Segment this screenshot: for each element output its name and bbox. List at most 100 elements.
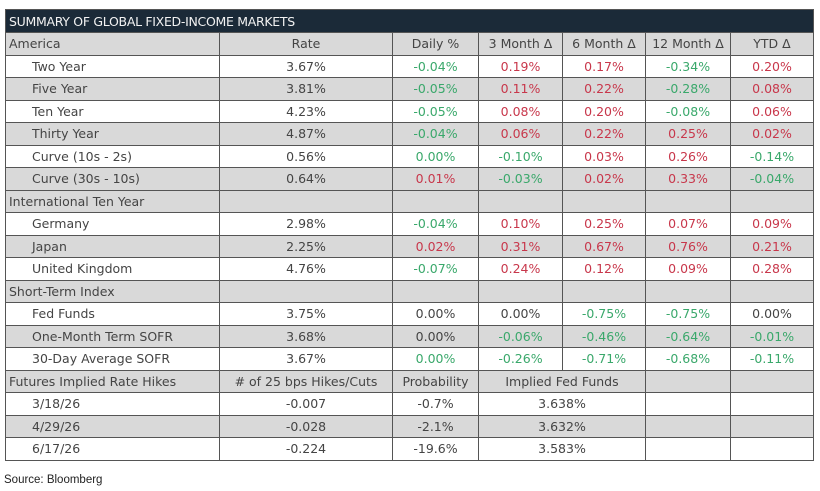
table-title: SUMMARY OF GLOBAL FIXED-INCOME MARKETS xyxy=(5,9,814,33)
table-cell: 0.19% xyxy=(478,54,563,78)
table-cell: -0.46% xyxy=(562,324,646,348)
table-cell: 0.76% xyxy=(645,234,731,258)
table-cell: Rate xyxy=(219,32,393,56)
table-cell: 0.00% xyxy=(392,302,479,326)
table-cell: -0.14% xyxy=(730,144,814,168)
table-cell: 3.75% xyxy=(219,302,393,326)
table-cell: -0.01% xyxy=(730,324,814,348)
table-cell: Daily % xyxy=(392,32,479,56)
table-cell: 30-Day Average SOFR xyxy=(5,347,220,371)
table-row: Japan 2.25% 0.02% 0.31% 0.67% 0.76% 0.21% xyxy=(5,234,814,258)
table-cell: -0.08% xyxy=(645,99,731,123)
source-note: Source: Bloomberg xyxy=(4,474,103,486)
table-cell: 0.12% xyxy=(562,257,646,281)
table-cell: 0.21% xyxy=(730,234,814,258)
table-cell: 0.02% xyxy=(730,122,814,146)
table-cell: Curve (10s - 2s) xyxy=(5,144,220,168)
table-row: Curve (30s - 10s) 0.64% 0.01% -0.03% 0.02% 0.… xyxy=(5,167,814,191)
table-cell: Ten Year xyxy=(5,99,220,123)
table-cell xyxy=(645,414,731,438)
table-cell: International Ten Year xyxy=(5,189,220,213)
table-cell: 0.20% xyxy=(730,54,814,78)
table-cell: 6 Month Δ xyxy=(562,32,646,56)
table-cell: -0.03% xyxy=(478,167,563,191)
table-cell: 0.56% xyxy=(219,144,393,168)
table-cell: -19.6% xyxy=(392,437,479,461)
table-cell: 3.638% xyxy=(478,392,646,416)
table-cell: -0.04% xyxy=(392,122,479,146)
table-cell: 0.11% xyxy=(478,77,563,101)
table-cell xyxy=(478,279,563,303)
table-cell: 0.06% xyxy=(730,99,814,123)
table-cell: -0.06% xyxy=(478,324,563,348)
table-cell: -0.7% xyxy=(392,392,479,416)
table-cell: -0.68% xyxy=(645,347,731,371)
table-cell: YTD Δ xyxy=(730,32,814,56)
table-cell: -2.1% xyxy=(392,414,479,438)
table-cell xyxy=(730,414,814,438)
table-row: Five Year 3.81% -0.05% 0.11% 0.22% -0.28% 0.08… xyxy=(5,77,814,101)
table-cell xyxy=(392,279,479,303)
table-cell: -0.34% xyxy=(645,54,731,78)
table-cell: 4.23% xyxy=(219,99,393,123)
table-cell: 0.03% xyxy=(562,144,646,168)
table-cell: -0.28% xyxy=(645,77,731,101)
fixed-income-summary-table: SUMMARY OF GLOBAL FIXED-INCOME MARKETS A… xyxy=(5,9,814,461)
table-cell: -0.64% xyxy=(645,324,731,348)
table-cell: 0.09% xyxy=(645,257,731,281)
table-cell: Thirty Year xyxy=(5,122,220,146)
table-cell: 0.09% xyxy=(730,212,814,236)
table-cell: 6/17/26 xyxy=(5,437,220,461)
table-cell: Fed Funds xyxy=(5,302,220,326)
table-row: 6/17/26 -0.224 -19.6% 3.583% xyxy=(5,437,814,461)
table-cell: Curve (30s - 10s) xyxy=(5,167,220,191)
table-cell: 4/29/26 xyxy=(5,414,220,438)
table-cell: 0.06% xyxy=(478,122,563,146)
table-row: United Kingdom 4.76% -0.07% 0.24% 0.12% 0.09%… xyxy=(5,257,814,281)
table-cell: -0.05% xyxy=(392,77,479,101)
table-cell: 3.67% xyxy=(219,54,393,78)
table-cell: 0.07% xyxy=(645,212,731,236)
title-row: SUMMARY OF GLOBAL FIXED-INCOME MARKETS xyxy=(5,9,814,33)
table-cell: Japan xyxy=(5,234,220,258)
table-cell: -0.04% xyxy=(730,167,814,191)
table-cell: 0.01% xyxy=(392,167,479,191)
table-cell: -0.224 xyxy=(219,437,393,461)
table-cell: -0.007 xyxy=(219,392,393,416)
table-cell: 3.68% xyxy=(219,324,393,348)
table-cell: 0.02% xyxy=(562,167,646,191)
table-cell: -0.028 xyxy=(219,414,393,438)
table-cell: 0.33% xyxy=(645,167,731,191)
table-cell: -0.05% xyxy=(392,99,479,123)
table-cell: 0.08% xyxy=(478,99,563,123)
table-cell xyxy=(562,189,646,213)
table-cell: Futures Implied Rate Hikes xyxy=(5,369,220,393)
table-row: 4/29/26 -0.028 -2.1% 3.632% xyxy=(5,414,814,438)
table-cell: Five Year xyxy=(5,77,220,101)
table-cell: -0.07% xyxy=(392,257,479,281)
table-cell: 0.00% xyxy=(392,324,479,348)
table-cell: 2.25% xyxy=(219,234,393,258)
table-cell xyxy=(392,189,479,213)
table-row: Fed Funds 3.75% 0.00% 0.00% -0.75% -0.75% 0.00… xyxy=(5,302,814,326)
table-cell: 3.583% xyxy=(478,437,646,461)
table-cell: 12 Month Δ xyxy=(645,32,731,56)
table-row: Two Year 3.67% -0.04% 0.19% 0.17% -0.34% 0.20% xyxy=(5,54,814,78)
table-cell: 0.02% xyxy=(392,234,479,258)
table-cell: 0.22% xyxy=(562,77,646,101)
table-cell: 0.25% xyxy=(562,212,646,236)
section-header-row: Futures Implied Rate Hikes # of 25 bps Hi… xyxy=(5,369,814,393)
table-cell: 0.25% xyxy=(645,122,731,146)
table-cell xyxy=(730,392,814,416)
table-cell: 3/18/26 xyxy=(5,392,220,416)
table-cell xyxy=(219,189,393,213)
table-cell: 3.632% xyxy=(478,414,646,438)
table-cell: 0.17% xyxy=(562,54,646,78)
table-cell: United Kingdom xyxy=(5,257,220,281)
table-cell: -0.04% xyxy=(392,212,479,236)
table-cell: -0.75% xyxy=(562,302,646,326)
table-cell xyxy=(730,437,814,461)
table-cell: 0.00% xyxy=(392,347,479,371)
table-cell: -0.26% xyxy=(478,347,563,371)
